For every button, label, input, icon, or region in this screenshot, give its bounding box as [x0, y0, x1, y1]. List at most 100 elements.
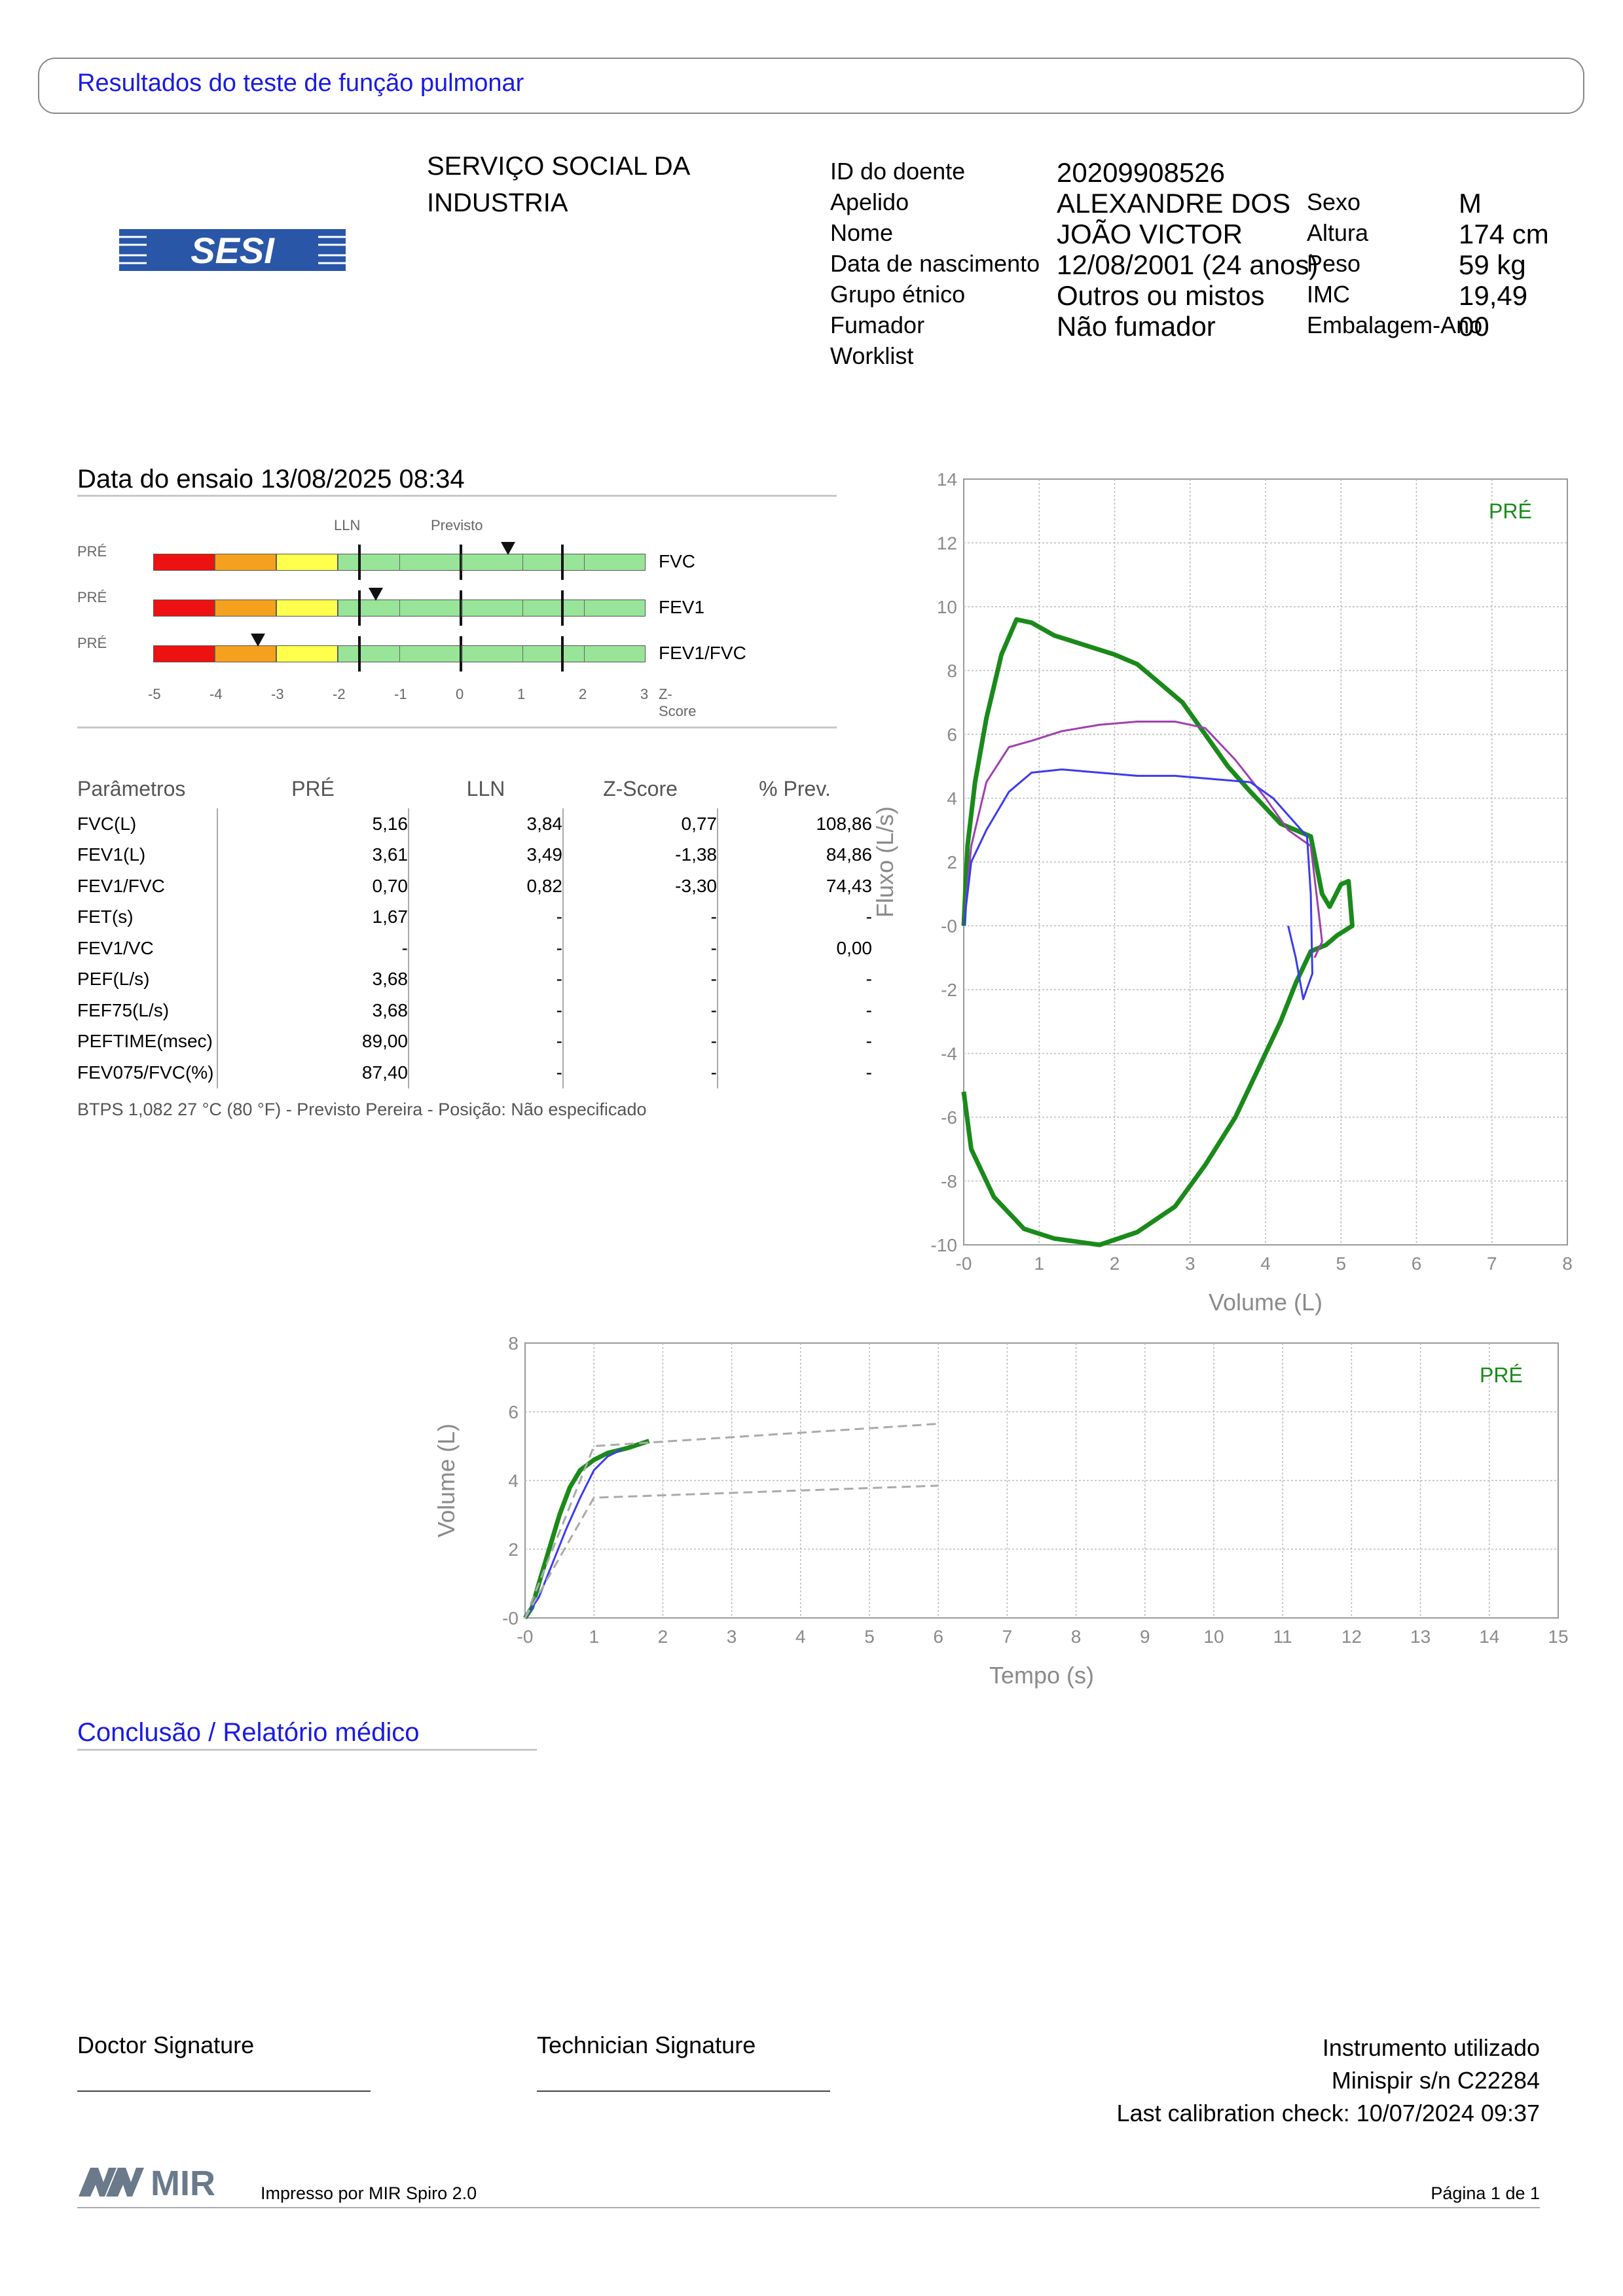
zscore-param-name: FEV1/FVC	[659, 643, 746, 663]
lln-header: LLN	[334, 517, 361, 533]
zscore-phase: PRÉ	[77, 589, 107, 605]
zscore-gridline	[522, 645, 523, 662]
table-cell: 3,84	[408, 808, 563, 840]
x-tick-label: 1	[1034, 1253, 1044, 1274]
zscore-gridline	[276, 600, 277, 617]
patient-label: Fumador	[830, 312, 925, 338]
series-line	[524, 1422, 939, 1619]
patient-label: Peso	[1307, 250, 1361, 277]
zscore-tick: -5	[148, 686, 161, 702]
table-row: PEF(L/s) 3,68- - -	[77, 963, 872, 995]
y-tick-label: 12	[937, 533, 957, 554]
lln-line	[560, 545, 564, 580]
series-line	[962, 721, 1323, 958]
zscore-gridline	[461, 554, 462, 571]
table-cell: 5,16	[217, 808, 409, 840]
x-tick-label: 5	[864, 1626, 875, 1647]
x-tick-label: 6	[933, 1626, 943, 1647]
table-cell: -3,30	[562, 870, 718, 902]
zscore-band	[276, 554, 338, 571]
x-tick-label: 2	[1110, 1253, 1120, 1274]
table-cell: -	[562, 1057, 718, 1088]
zscore-tick: -2	[333, 686, 346, 702]
y-tick-label: 10	[937, 597, 957, 617]
x-axis-label: Tempo (s)	[989, 1662, 1094, 1689]
x-tick-label: 4	[795, 1626, 806, 1647]
patient-values-2: M 174 cm 59 kg 19,49 00	[1459, 188, 1549, 342]
zscore-gridline	[276, 554, 277, 571]
table-cell: 3,61	[217, 839, 409, 870]
zscore-bar	[153, 545, 646, 580]
column-header: PRÉ	[291, 776, 335, 800]
y-tick-label: 14	[937, 471, 957, 490]
x-tick-label: 8	[1071, 1626, 1082, 1647]
table-row: FEF75(L/s) 3,68- - -	[77, 995, 872, 1026]
zscore-tick: 0	[456, 686, 464, 702]
zscore-gridline	[584, 645, 585, 662]
zscore-param-name: FVC	[659, 551, 695, 571]
table-row: FEV075/FVC(%) 87,40- - -	[77, 1057, 872, 1088]
patient-bmi: 19,49	[1459, 280, 1528, 311]
table-cell: -1,38	[562, 839, 718, 870]
y-tick-label: -10	[931, 1235, 957, 1255]
table-cell: 0,77	[562, 808, 718, 840]
lln-line	[358, 545, 361, 580]
table-cell: 74,43	[717, 870, 872, 902]
y-tick-label: -4	[941, 1044, 957, 1064]
y-tick-label: -0	[941, 916, 957, 937]
parameters-table: Parâmetros PRÉ LLN Z-Score % Prev. FVC(L…	[77, 769, 872, 1088]
report-title: Resultados do teste de função pulmonar	[77, 69, 524, 97]
table-cell: -	[717, 1026, 872, 1057]
zscore-tick: -4	[210, 686, 223, 702]
series-line	[962, 768, 1313, 1001]
table-cell: -	[717, 963, 872, 995]
x-tick-label: 5	[1336, 1253, 1346, 1274]
zscore-band	[338, 645, 646, 662]
table-cell: -	[217, 933, 409, 964]
y-axis-label: Fluxo (L/s)	[871, 806, 898, 918]
x-tick-label: 10	[1203, 1626, 1224, 1647]
x-tick-label: 3	[727, 1626, 737, 1647]
instrument-model: Minispir s/n C22284	[1331, 2067, 1540, 2094]
x-tick-label: 1	[589, 1626, 599, 1647]
y-tick-label: 6	[947, 725, 957, 745]
y-tick-label: 4	[947, 789, 957, 809]
zscore-bar	[153, 636, 646, 672]
zscore-tick: -3	[271, 686, 284, 702]
patient-label: ID do doente	[830, 158, 966, 185]
x-tick-label: 13	[1410, 1626, 1431, 1647]
predicted-header: Previsto	[431, 517, 483, 533]
patient-labels: ID do doente Apelido Nome Data de nascim…	[830, 156, 1040, 371]
table-cell: -	[717, 901, 872, 933]
table-cell: -	[408, 963, 563, 995]
table-row: FEV1/VC - - -0,00	[77, 933, 872, 964]
table-cell: -	[408, 933, 563, 964]
table-cell: -	[562, 901, 718, 933]
doctor-signature-label: Doctor Signature	[77, 2032, 255, 2058]
patient-label: Embalagem-Ano	[1307, 312, 1483, 338]
x-tick-label: 7	[1487, 1253, 1497, 1274]
table-cell: 0,82	[408, 870, 563, 902]
table-cell: -	[408, 995, 563, 1026]
zscore-gridline	[276, 645, 277, 662]
y-tick-label: 2	[947, 852, 957, 872]
zscore-gridline	[522, 554, 523, 571]
zscore-gridline	[399, 645, 400, 662]
zscore-phase: PRÉ	[77, 543, 107, 560]
table-cell: -	[562, 1026, 718, 1057]
zscore-band	[276, 600, 338, 617]
y-tick-label: -0	[502, 1608, 519, 1628]
table-cell: FEF75(L/s)	[77, 999, 170, 1020]
zscore-band	[215, 645, 276, 662]
table-row: FVC(L) 5,16 3,84 0,77 108,86	[77, 808, 872, 840]
table-cell: FEV1/FVC	[77, 875, 165, 896]
zscore-param-name: FEV1	[659, 597, 705, 617]
table-cell: 1,67	[217, 901, 409, 933]
column-header: LLN	[466, 776, 505, 800]
patient-height: 174 cm	[1459, 219, 1549, 249]
table-cell: FEV1/VC	[77, 937, 154, 958]
x-tick-label: 3	[1185, 1253, 1195, 1274]
patient-label: Sexo	[1307, 188, 1361, 215]
zscore-gridline	[584, 600, 585, 617]
patient-birthdate: 12/08/2001 (24 anos)	[1057, 249, 1319, 280]
